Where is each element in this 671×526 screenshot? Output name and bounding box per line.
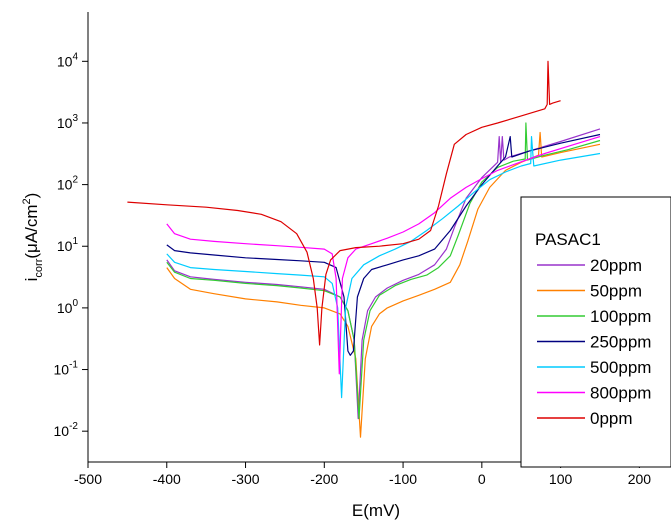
y-tick-label: 100 [57,298,79,316]
legend-box [520,196,671,468]
legend-label-20ppm: 20ppm [590,256,642,275]
series-line-250ppm [166,133,601,356]
legend-label-50ppm: 50ppm [590,282,642,301]
x-axis-title: E(mV) [352,501,400,520]
y-tick-label: 104 [57,51,79,69]
legend-label-800ppm: 800ppm [590,384,651,403]
x-tick-label: 100 [549,471,573,487]
series-lines [127,60,601,438]
legend-label-500ppm: 500ppm [590,358,651,377]
legend-label-250ppm: 250ppm [590,333,651,352]
legend: PASAC1 20ppm 50ppm 100ppm 250ppm 500ppm 800pp… [520,196,671,468]
x-tick-label: -200 [310,471,338,487]
legend-title: PASAC1 [535,230,601,249]
y-tick-label: 10-1 [54,360,79,378]
x-tick-label: -300 [232,471,260,487]
x-tick-label: 200 [628,471,652,487]
x-tick-label: 0 [478,471,486,487]
y-tick-label: 10-2 [54,421,79,439]
legend-label-0ppm: 0ppm [590,409,633,428]
x-tick-label: -100 [389,471,417,487]
series-line-0ppm [127,60,561,346]
series-line-20ppm [166,128,601,420]
y-ticks: 10-2 10-1 100 101 102 103 104 [54,51,88,439]
x-ticks: -500 -400 -300 -200 -100 0 100 200 [74,462,651,487]
x-tick-label: -400 [153,471,181,487]
series-line-100ppm [166,122,601,420]
legend-label-100ppm: 100ppm [590,307,651,326]
y-tick-label: 103 [57,113,79,131]
x-tick-label: -500 [74,471,102,487]
series-line-800ppm [166,136,601,375]
y-tick-label: 101 [57,236,79,254]
y-tick-label: 102 [57,175,79,193]
series-line-500ppm [166,136,601,399]
y-axis-title: icorr(μA/cm2) [21,193,45,282]
